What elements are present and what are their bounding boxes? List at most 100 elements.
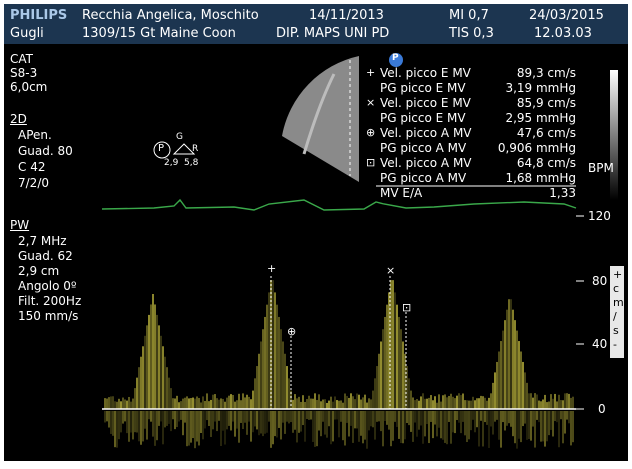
spectrum-column: [160, 335, 162, 409]
spectrum-column: [338, 400, 340, 409]
spectrum-column: [234, 401, 236, 409]
spectrum-column: [440, 411, 442, 439]
spectrum-column: [156, 314, 158, 409]
spectrum-column: [484, 397, 486, 409]
spectrum-column: [382, 411, 384, 447]
spectrum-column: [458, 393, 460, 409]
spectrum-column: [274, 292, 276, 409]
spectrum-column: [292, 399, 294, 409]
spectrum-column: [560, 411, 562, 420]
spectrum-column: [298, 396, 300, 409]
spectrum-column: [280, 411, 282, 440]
spectrum-column: [302, 395, 304, 409]
thumb-values: 2,9 5,8: [164, 158, 199, 168]
header-bar: PHILIPS Recchia Angelica, Moschito 14/11…: [4, 4, 628, 44]
spectrum-column: [168, 377, 170, 409]
peak-marker-icon: ⊡: [402, 301, 412, 314]
spectrum-column: [432, 411, 434, 439]
spectrum-column: [444, 394, 446, 409]
spectrum-column: [152, 411, 154, 437]
spectrum-column: [378, 353, 380, 409]
spectrum-column: [290, 411, 292, 423]
p-badge: [389, 53, 403, 67]
spectrum-column: [240, 400, 242, 409]
spectrum-column: [320, 401, 322, 409]
spectrum-column: [202, 411, 204, 440]
spectrum-column: [150, 304, 152, 409]
spectrum-column: [122, 397, 124, 409]
spectrum-column: [286, 411, 288, 422]
ultrasound-screen: PHILIPS Recchia Angelica, Moschito 14/11…: [4, 4, 628, 461]
spectrum-column: [516, 330, 518, 409]
spectrum-column: [448, 395, 450, 409]
spectrum-column: [420, 396, 422, 409]
spectrum-column: [446, 411, 448, 445]
spectrum-column: [286, 366, 288, 409]
measure-value: 2,95 mmHg: [505, 111, 576, 125]
spectrum-column: [472, 396, 474, 409]
preset: CAT: [10, 52, 33, 66]
spectrum-column: [248, 396, 250, 409]
spectrum-column: [314, 411, 316, 447]
gain-pw: Guad. 62: [18, 249, 73, 263]
spectrum-column: [442, 395, 444, 409]
spectrum-column: [332, 411, 334, 442]
spectrum-column: [334, 396, 336, 409]
spectrum-column: [324, 399, 326, 409]
spectrum-column: [478, 411, 480, 447]
spectrum-column: [356, 393, 358, 409]
spectrum-column: [402, 411, 404, 444]
p-badge-label: P: [392, 53, 399, 63]
spectrum-column: [466, 411, 468, 443]
spectrum-column: [320, 411, 322, 437]
ecg-trace: [101, 198, 577, 211]
spectrum-column: [380, 411, 382, 432]
spectrum-column: [438, 411, 440, 428]
spectrum-column: [498, 411, 500, 440]
spectrum-column: [538, 400, 540, 409]
scale-tick-label: 40: [592, 337, 608, 351]
spectrum-column: [218, 411, 220, 421]
spectrum-column: [336, 411, 338, 420]
spectrum-column: [382, 329, 384, 409]
spectrum-column: [444, 411, 446, 443]
spectrum-column: [166, 411, 168, 426]
spectrum-column: [330, 411, 332, 445]
spectrum-column: [434, 396, 436, 409]
spectrum-column: [510, 299, 512, 409]
spectrum-column: [372, 411, 374, 428]
spectrum-column: [522, 411, 524, 427]
spectrum-column: [130, 411, 132, 433]
spectrum-column: [284, 411, 286, 434]
spectrum-column: [182, 398, 184, 409]
spectrum-column: [352, 411, 354, 443]
spectrum-column: [300, 411, 302, 432]
spectrum-column: [422, 411, 424, 444]
spectrum-column: [134, 388, 136, 409]
spectrum-column: [142, 411, 144, 442]
spectrum-column: [330, 396, 332, 409]
spectrum-column: [318, 411, 320, 431]
spectrum-column: [216, 411, 218, 432]
spectrum-column: [262, 329, 264, 409]
spectrum-column: [290, 390, 292, 409]
spectrum-column: [180, 411, 182, 420]
spectrum-column: [122, 411, 124, 424]
spectrum-column: [418, 400, 420, 409]
spectrum-column: [504, 411, 506, 431]
spectrum-column: [394, 411, 396, 422]
spectrum-column: [384, 411, 386, 421]
spectrum-column: [496, 361, 498, 409]
spectrum-column: [250, 411, 252, 442]
spectrum-column: [474, 411, 476, 433]
spectrum-column: [222, 398, 224, 409]
spectrum-column: [438, 394, 440, 409]
spectrum-column: [476, 398, 478, 409]
spectrum-column: [472, 411, 474, 420]
exam-date: 14/11/2013: [309, 8, 384, 23]
spectrum-column: [486, 411, 488, 425]
spectrum-column: [134, 411, 136, 433]
spectrum-column: [118, 398, 120, 409]
spectrum-column: [508, 299, 510, 409]
spectrum-column: [368, 411, 370, 431]
